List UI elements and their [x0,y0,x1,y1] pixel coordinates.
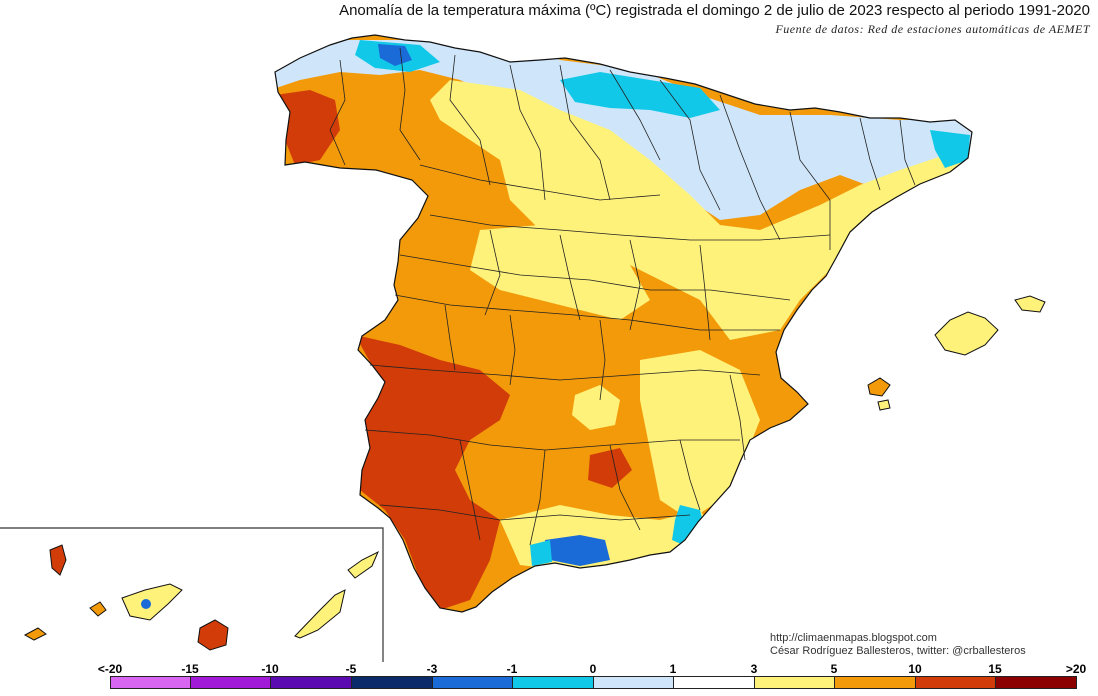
mallorca [934,311,999,356]
scale-swatch [834,676,916,689]
zone-east-mild [640,350,760,520]
map-title: Anomalía de la temperatura máxima (ºC) r… [339,2,1090,19]
balearic-islands [867,295,1046,411]
tenerife [121,583,183,621]
scale-swatch [995,676,1077,689]
la-gomera [89,601,107,617]
inset-frame [0,527,384,662]
scale-label: 5 [830,662,838,676]
la-palma [49,544,67,576]
formentera [877,399,891,411]
anomaly-zones [275,40,972,610]
zone-albacete-hot [588,448,632,488]
lanzarote [347,550,379,579]
data-source: Fuente de datos: Red de estaciones autom… [775,22,1090,36]
zone-galicia-hot [275,90,340,165]
scale-swatch [270,676,352,689]
scale-label: >20 [1065,662,1087,676]
zone-north-mild [430,80,972,340]
scale-swatch [512,676,594,689]
blog-credit: http://climaenmapas.blogspot.com [770,632,937,644]
scale-label: 1 [669,662,677,676]
canary-islands-inset [0,527,384,662]
zone-catalonia-cool [930,130,970,168]
scale-label: -5 [345,662,357,676]
scale-label: 3 [750,662,758,676]
peninsula-outline [274,34,973,613]
scale-label: 10 [908,662,922,676]
zone-malaga-cold [545,535,610,566]
scale-label: -1 [506,662,518,676]
scale-swatch [190,676,271,689]
tenerife-teide-cold [141,599,151,609]
scale-swatch [915,676,996,689]
scale-swatch [673,676,755,689]
zone-ciudad-real-mild [572,385,620,430]
scale-swatch [110,676,191,689]
zone-malaga-coast-cool [530,540,552,566]
scale-swatch [754,676,835,689]
peninsula-map [274,34,973,613]
menorca [1014,295,1046,313]
scale-swatch [351,676,433,689]
scale-label: 15 [988,662,1002,676]
province-borders [329,47,916,546]
scale-swatch [432,676,513,689]
gran-canaria [197,619,229,651]
scale-label: <-20 [97,662,123,676]
scale-swatch [593,676,674,689]
zone-north-cool [275,40,972,220]
scale-label: -10 [261,662,279,676]
zone-extremadura-hot [355,335,510,610]
zone-central-mild [470,225,650,320]
el-hierro [23,627,47,641]
author-credit: César Rodríguez Ballesteros, twitter: @c… [770,645,1026,657]
ibiza [867,377,891,397]
zone-asturias-very-cold [378,44,412,66]
scale-label: -3 [426,662,438,676]
fuerteventura [294,589,346,639]
scale-label: -15 [181,662,199,676]
scale-label: 0 [589,662,597,676]
